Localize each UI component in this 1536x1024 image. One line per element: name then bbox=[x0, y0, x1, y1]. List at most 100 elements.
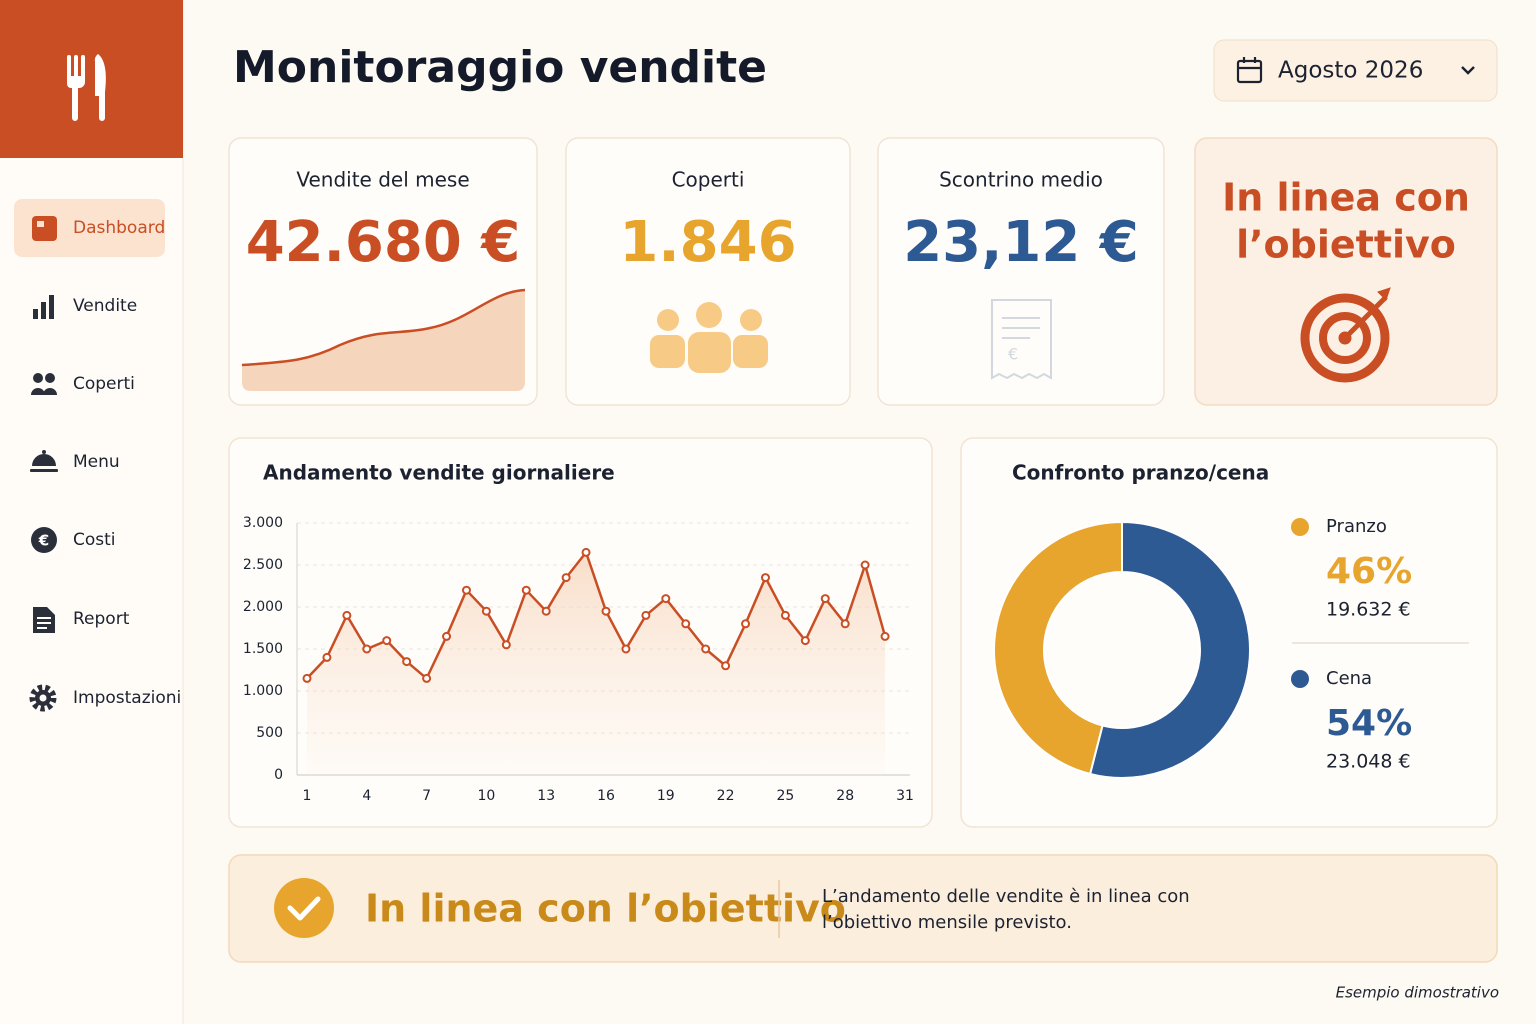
banner bbox=[228, 854, 1498, 963]
legend-swatch bbox=[1291, 518, 1309, 536]
target-icon bbox=[1300, 287, 1391, 383]
people-icon bbox=[650, 302, 768, 373]
icon-vendite bbox=[33, 295, 54, 319]
line-point bbox=[780, 610, 790, 620]
y-tick-label: 2.000 bbox=[243, 599, 283, 615]
value-label: 54% bbox=[1326, 703, 1412, 744]
x-tick-label: 1 bbox=[303, 788, 312, 804]
calendar-icon bbox=[1236, 57, 1263, 84]
x-tick-label: 22 bbox=[717, 788, 735, 804]
line-point bbox=[342, 610, 352, 620]
line-point bbox=[362, 644, 372, 654]
svg-text:€: € bbox=[1008, 345, 1018, 364]
line-point bbox=[302, 673, 312, 683]
chart-title: Andamento vendite giornaliere bbox=[263, 461, 615, 485]
sidebar bbox=[0, 0, 183, 1024]
line-point bbox=[661, 594, 671, 604]
x-tick-label: 25 bbox=[776, 788, 794, 804]
y-tick-label: 3.000 bbox=[243, 515, 283, 531]
logo bbox=[0, 0, 183, 158]
donut-slice bbox=[1088, 520, 1251, 779]
line-point bbox=[541, 606, 551, 616]
line-point bbox=[601, 606, 611, 616]
kpi-card bbox=[877, 137, 1165, 406]
amount-label: 23.048 € bbox=[1326, 751, 1411, 773]
icon-costi: € bbox=[31, 527, 57, 553]
nav-item[interactable]: Vendite bbox=[73, 296, 137, 316]
period-label[interactable]: Agosto 2026 bbox=[1278, 58, 1423, 84]
svg-text:€: € bbox=[38, 532, 49, 550]
line-point bbox=[621, 644, 631, 654]
y-tick-label: 0 bbox=[274, 767, 283, 783]
line-point bbox=[561, 573, 571, 583]
legend-label: Cena bbox=[1326, 668, 1372, 689]
line-point bbox=[681, 619, 691, 629]
x-tick-label: 13 bbox=[537, 788, 555, 804]
value-label: 46% bbox=[1326, 551, 1412, 592]
y-tick-label: 500 bbox=[256, 725, 283, 741]
line-point bbox=[741, 619, 751, 629]
check-icon bbox=[274, 878, 334, 938]
line-point bbox=[860, 560, 870, 570]
period-selector[interactable] bbox=[1213, 39, 1498, 102]
banner-text: l’obiettivo mensile previsto. bbox=[822, 912, 1072, 933]
icon-menu bbox=[30, 450, 58, 472]
line-point bbox=[442, 631, 452, 641]
chart-title: Confronto pranzo/cena bbox=[1012, 461, 1269, 485]
line-point bbox=[641, 610, 651, 620]
chevron[interactable] bbox=[1461, 66, 1475, 75]
footnote: Esempio dimostrativo bbox=[1336, 984, 1499, 1002]
goal-card bbox=[1194, 137, 1498, 406]
check-mark bbox=[287, 896, 321, 921]
sparkline bbox=[241, 288, 526, 367]
legend-swatch bbox=[1291, 670, 1309, 688]
nav-item[interactable]: Menu bbox=[73, 452, 120, 472]
amount-label: 19.632 € bbox=[1326, 599, 1411, 621]
kpi-card bbox=[565, 137, 851, 406]
page-title: Monitoraggio vendite bbox=[233, 42, 767, 93]
goal-text: In linea con bbox=[1222, 176, 1470, 220]
logo-icon bbox=[67, 54, 106, 121]
line-point bbox=[382, 636, 392, 646]
line-point bbox=[322, 652, 332, 662]
receipt-icon: € bbox=[991, 299, 1052, 380]
line-point bbox=[800, 636, 810, 646]
y-tick-label: 2.500 bbox=[243, 557, 283, 573]
line-point bbox=[422, 673, 432, 683]
line-point bbox=[402, 657, 412, 667]
nav-item[interactable]: Dashboard bbox=[73, 218, 165, 238]
nav-item[interactable]: Impostazioni bbox=[73, 688, 181, 708]
y-tick-label: 1.000 bbox=[243, 683, 283, 699]
kpi-label: Coperti bbox=[672, 168, 745, 192]
line-point bbox=[701, 644, 711, 654]
line-point bbox=[760, 573, 770, 583]
y-tick-label: 1.500 bbox=[243, 641, 283, 657]
donut-slice bbox=[993, 520, 1123, 776]
x-tick-label: 4 bbox=[362, 788, 371, 804]
icon-dashboard bbox=[32, 216, 57, 241]
kpi-label: Vendite del mese bbox=[296, 168, 469, 192]
x-tick-label: 19 bbox=[657, 788, 675, 804]
line-area bbox=[307, 552, 886, 775]
line-point bbox=[820, 594, 830, 604]
line-point bbox=[461, 585, 471, 595]
line-point bbox=[481, 606, 491, 616]
nav-item[interactable]: Costi bbox=[73, 530, 116, 550]
x-tick-label: 10 bbox=[477, 788, 495, 804]
legend-label: Pranzo bbox=[1326, 516, 1387, 537]
nav-item[interactable]: Report bbox=[73, 609, 130, 629]
kpi-value: 23,12 € bbox=[903, 210, 1139, 275]
kpi-value: 1.846 bbox=[619, 210, 796, 275]
line-point bbox=[521, 585, 531, 595]
banner-title: In linea con l’obiettivo bbox=[365, 887, 846, 931]
nav-item[interactable]: Coperti bbox=[73, 374, 135, 394]
icon-coperti bbox=[31, 373, 57, 395]
icon-impostazioni bbox=[29, 684, 57, 712]
goal-text: l’obiettivo bbox=[1236, 223, 1456, 267]
nav-icons: € bbox=[29, 216, 58, 712]
line-point bbox=[721, 661, 731, 671]
line bbox=[306, 551, 887, 680]
x-tick-label: 28 bbox=[836, 788, 854, 804]
icon-report bbox=[33, 607, 55, 633]
